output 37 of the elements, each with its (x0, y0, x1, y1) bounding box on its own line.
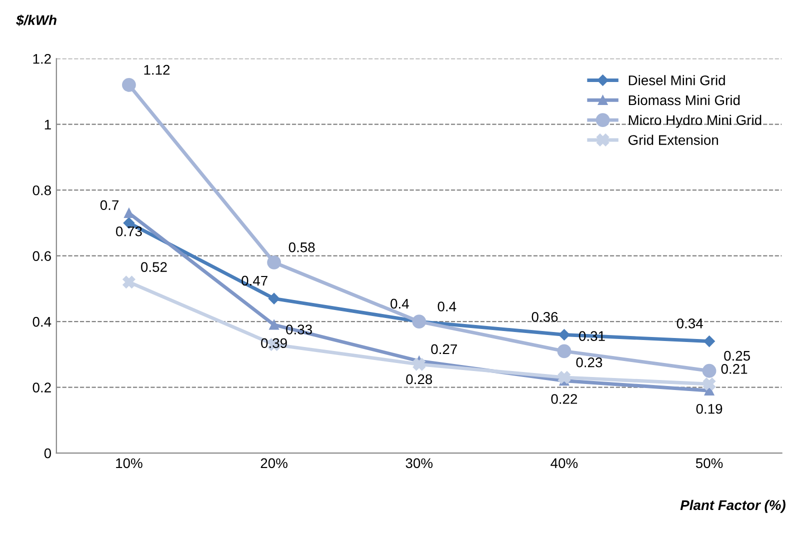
data-label: 0.73 (116, 226, 142, 236)
data-label: 0.21 (721, 364, 748, 374)
legend-label: Grid Extension (628, 134, 718, 145)
y-tick-label: 1 (44, 120, 51, 130)
legend-label: Biomass Mini Grid (628, 94, 740, 106)
x-tick-label: 10% (116, 458, 142, 468)
x-tick-label: 20% (260, 458, 288, 468)
y-tick-label: 0.4 (32, 316, 52, 327)
data-label: 0.27 (431, 344, 457, 354)
data-label: 0.28 (406, 374, 432, 384)
y-tick-label: 0 (44, 448, 52, 458)
data-label: 0.19 (696, 404, 722, 414)
data-label: 0.7 (100, 200, 118, 210)
y-tick-label: 0.6 (32, 251, 51, 262)
data-label: 0.23 (576, 357, 602, 368)
x-tick-label: 40% (550, 458, 578, 468)
x-tick-label: 30% (406, 458, 433, 468)
data-label: 0.33 (286, 324, 312, 334)
legend-label: Diesel Mini Grid (628, 75, 725, 86)
data-label: 0.34 (676, 318, 703, 328)
y-tick-label: 0.8 (32, 185, 51, 196)
x-tick-label: 50% (696, 458, 723, 468)
x-axis-title: Plant Factor (%) (680, 500, 786, 513)
data-label: 0.36 (532, 312, 558, 322)
data-label: 0.4 (438, 302, 456, 312)
data-label: 0.58 (288, 242, 315, 252)
y-axis-title: $/kWh (16, 14, 56, 26)
data-label: 0.39 (261, 338, 287, 348)
y-tick-label: 1.2 (33, 54, 51, 64)
data-label: 0.22 (551, 394, 578, 404)
data-label: 0.52 (140, 262, 167, 272)
data-label: 0.25 (724, 350, 750, 361)
legend-label: Micro Hydro Mini Grid (628, 114, 762, 128)
data-label: 1.12 (144, 64, 170, 75)
y-tick-label: 0.2 (32, 382, 51, 392)
data-label: 0.47 (242, 276, 268, 286)
data-label: 0.4 (390, 298, 409, 309)
